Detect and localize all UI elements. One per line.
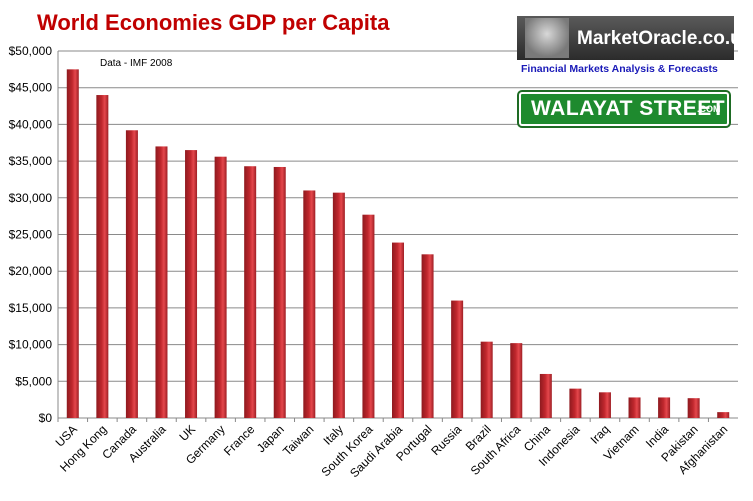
walayat-street-sign: WALAYAT STREET .COM <box>517 90 731 128</box>
y-tick-label: $20,000 <box>9 264 53 278</box>
bar-taiwan <box>303 190 316 418</box>
bar-russia <box>451 300 464 418</box>
y-tick-label: $10,000 <box>9 338 53 352</box>
y-tick-label: $45,000 <box>9 81 53 95</box>
data-source-note: Data - IMF 2008 <box>100 58 173 69</box>
market-oracle-logo: MarketOracle.co.uk Financial Markets Ana… <box>517 16 752 78</box>
bar-australia <box>155 146 168 419</box>
bars <box>66 69 730 419</box>
bar-afghanistan <box>717 412 730 418</box>
market-oracle-tagline: Financial Markets Analysis & Forecasts <box>521 63 718 75</box>
walayat-sign-text: WALAYAT STREET <box>531 97 726 120</box>
bar-france <box>244 166 257 418</box>
x-tick-label: UK <box>176 422 198 444</box>
y-axis-ticks: $0 $5,000 $10,000 $15,000 $20,000 $25,000 $30,… <box>9 44 53 425</box>
y-tick-label: $35,000 <box>9 154 53 168</box>
bar-brazil <box>480 341 493 418</box>
y-tick-label: $50,000 <box>9 44 53 58</box>
bar-indonesia <box>569 388 582 418</box>
x-tick-label: Taiwan <box>280 422 316 458</box>
market-oracle-name: MarketOracle.co.uk <box>577 28 753 49</box>
bar-china <box>539 373 552 418</box>
y-tick-label: $30,000 <box>9 191 53 205</box>
bar-japan <box>273 166 286 418</box>
bar-vietnam <box>628 397 641 418</box>
bar-canada <box>125 130 138 418</box>
x-tick-label: France <box>221 422 258 459</box>
y-tick-label: $5,000 <box>15 374 52 388</box>
chart-title: World Economies GDP per Capita <box>37 10 390 35</box>
x-tick-label: Italy <box>321 422 346 447</box>
bar-south-korea <box>362 214 375 418</box>
bar-portugal <box>421 254 434 418</box>
bar-uk <box>185 150 198 418</box>
bar-saudi-arabia <box>392 242 404 418</box>
bar-usa <box>66 69 79 418</box>
x-tick-label: Iraq <box>588 422 613 447</box>
y-tick-label: $25,000 <box>9 228 53 242</box>
thinker-statue-icon <box>525 18 569 58</box>
bar-pakistan <box>687 398 700 418</box>
x-tick-label: Russia <box>428 422 464 458</box>
bar-italy <box>332 192 345 418</box>
y-tick-label: $40,000 <box>9 117 53 131</box>
bar-germany <box>214 156 227 419</box>
bar-iraq <box>598 392 611 418</box>
bar-india <box>658 397 671 418</box>
bar-hong-kong <box>96 95 109 418</box>
y-tick-label: $0 <box>39 411 53 425</box>
y-tick-label: $15,000 <box>9 301 53 315</box>
walayat-sign-suffix: .COM <box>697 104 721 114</box>
bar-south-africa <box>510 343 523 418</box>
